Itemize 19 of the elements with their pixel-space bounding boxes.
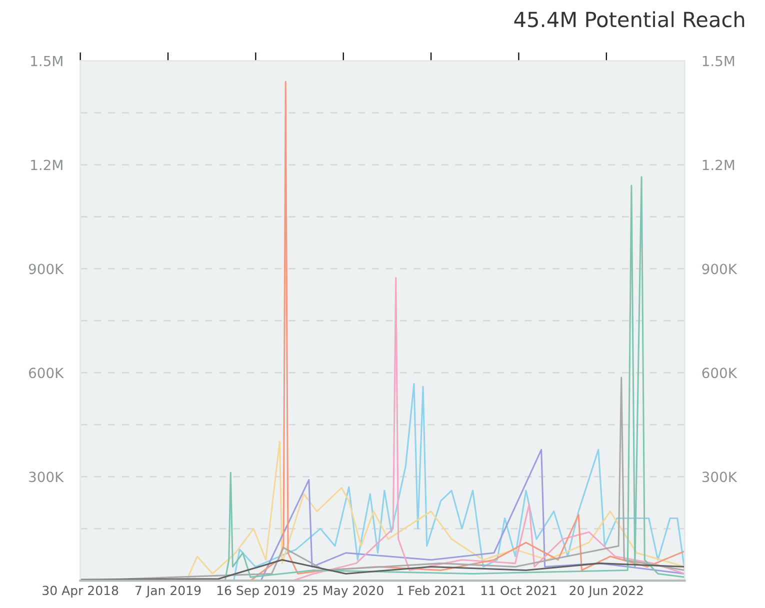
chart-title: 45.4M Potential Reach [514,11,744,28]
x-tick-label: 30 Apr 2018 [42,586,118,598]
y2-tick-label: 300K [702,472,738,482]
y2-tick-label: 1.2M [702,160,734,170]
y-tick-label: 300K [29,472,64,482]
y2-tick-label: 900K [702,264,738,274]
y-tick-label: 600K [29,368,64,378]
y-tick-label: 1.5M [31,56,62,66]
y2-tick-label: 600K [702,368,738,378]
x-tick-label: 11 Oct 2021 [481,586,556,596]
x-tick-label: 16 Sep 2019 [217,586,294,598]
y-tick-label: 1.2M [31,160,62,170]
line-series [80,559,685,580]
x-tick-label: 20 Jun 2022 [570,586,643,598]
x-tick-label: 7 Jan 2019 [136,586,201,598]
y-tick-label: 900K [28,264,64,274]
x-tick-label: 1 Feb 2021 [397,586,465,596]
y2-tick-label: 1.5M [702,56,734,66]
x-tick-label: 25 May 2020 [304,586,384,598]
